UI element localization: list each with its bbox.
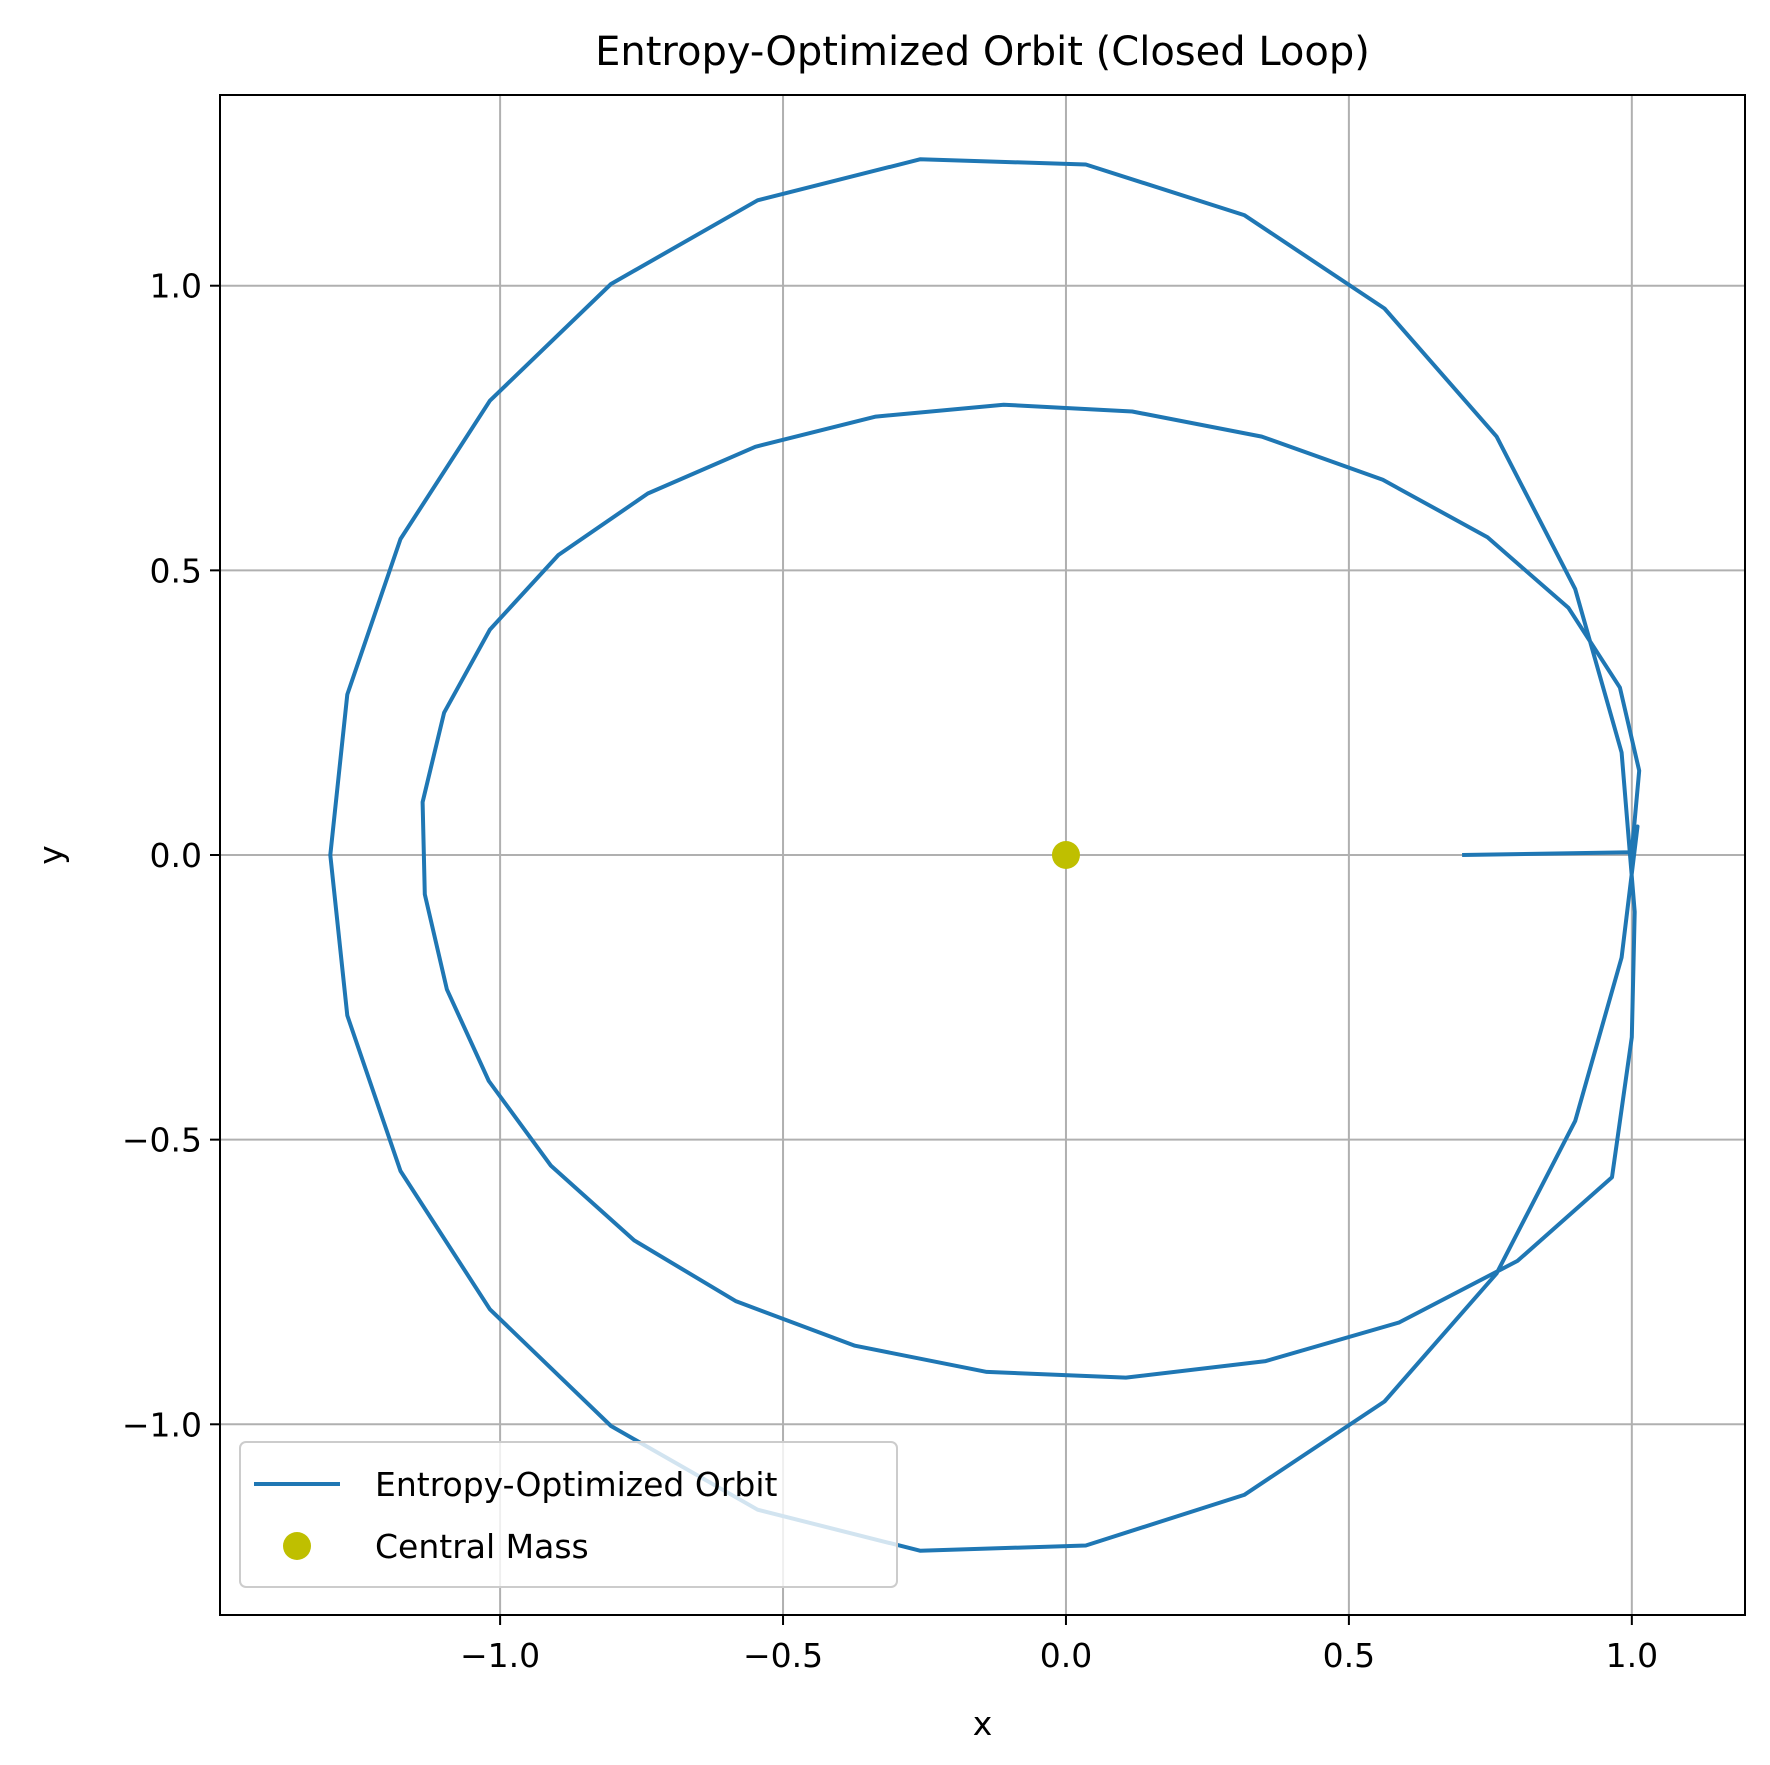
- x-tick-label: 1.0: [1606, 1636, 1658, 1675]
- legend-entry-label: Central Mass: [375, 1527, 589, 1566]
- chart-title: Entropy-Optimized Orbit (Closed Loop): [595, 29, 1370, 75]
- legend-marker-swatch: [283, 1532, 311, 1560]
- legend-box: [239, 1441, 898, 1588]
- x-axis-label: x: [973, 1704, 993, 1743]
- central-mass-point: [1051, 841, 1080, 869]
- x-tick-label: 0.0: [1040, 1636, 1092, 1675]
- x-tick-label: −0.5: [743, 1636, 823, 1675]
- y-tick-label: −0.5: [122, 1121, 202, 1160]
- legend-entry-label: Entropy-Optimized Orbit: [375, 1465, 778, 1504]
- y-tick-label: 0.5: [150, 551, 202, 590]
- x-tick-label: 0.5: [1323, 1636, 1375, 1675]
- x-tick-label: −1.0: [460, 1636, 540, 1675]
- y-tick-label: 1.0: [150, 267, 202, 306]
- axis-ticks: −1.0 −0.5 0.0 0.5 1.0 −1.0 −0.5 0.0 0.5 1.0: [122, 267, 1658, 1675]
- y-axis-label: y: [31, 845, 70, 865]
- y-tick-label: −1.0: [122, 1405, 202, 1444]
- legend: Entropy-Optimized Orbit Central Mass: [239, 1441, 898, 1588]
- y-tick-label: 0.0: [150, 836, 202, 875]
